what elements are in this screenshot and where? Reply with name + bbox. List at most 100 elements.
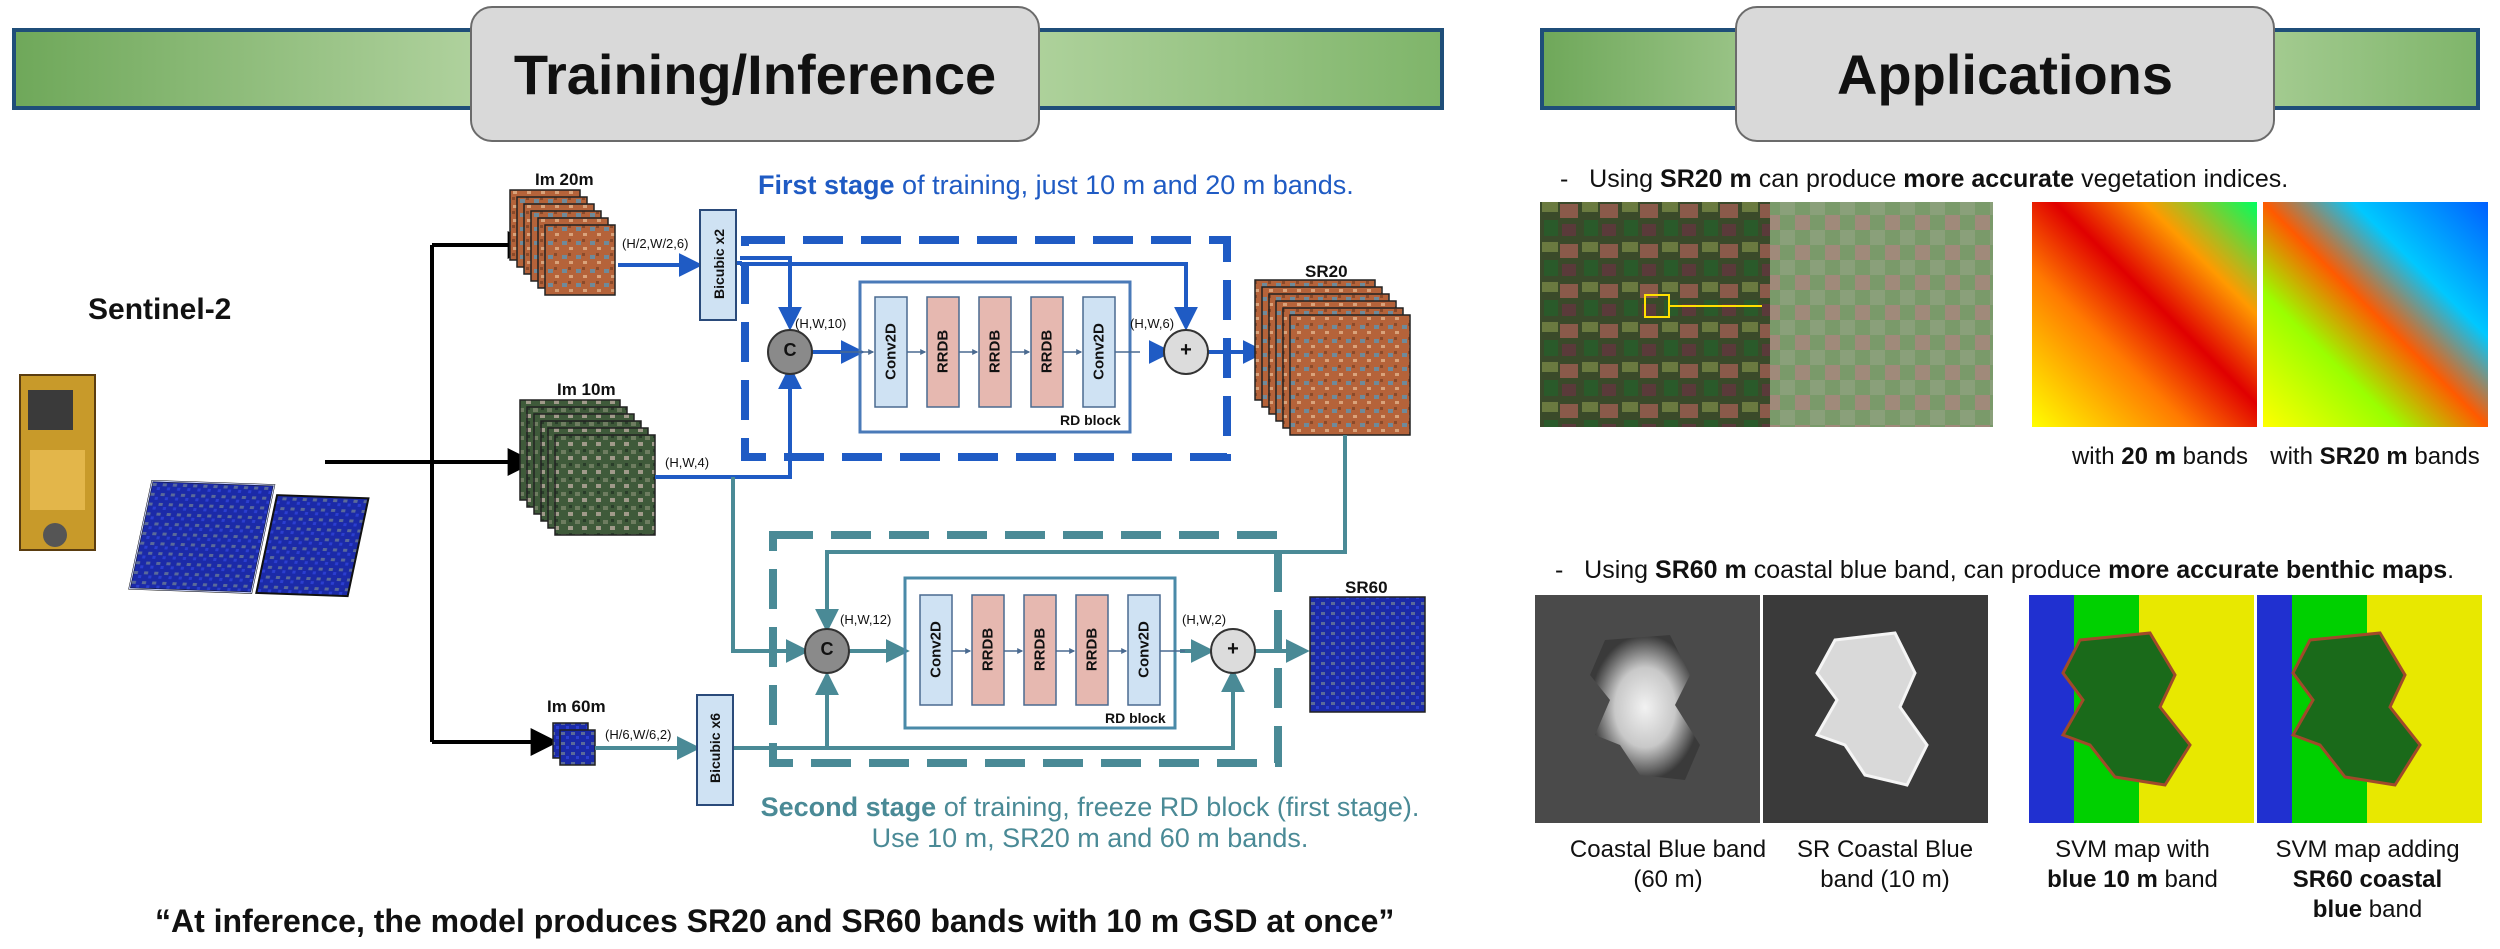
sr60-label: SR60 bbox=[1345, 578, 1388, 597]
im10-image-stack bbox=[519, 399, 656, 536]
stage1-layer-3: RRDB bbox=[986, 329, 1004, 374]
app1-dash: - bbox=[1560, 165, 1569, 193]
bicubic-x2-label: Bicubic x2 bbox=[711, 228, 727, 300]
im10-label: Im 10m bbox=[557, 380, 616, 399]
stage2-layer-2: RRDB bbox=[979, 627, 997, 672]
stage1-layer-2: RRDB bbox=[934, 329, 952, 374]
stage2-sum-node bbox=[1210, 628, 1256, 674]
im20-label: Im 20m bbox=[535, 170, 594, 189]
app2-pre: Using bbox=[1584, 556, 1656, 584]
stage2-layer-1: Conv2D bbox=[927, 621, 945, 678]
app2-cap4-line2: SR60 coastal bbox=[2255, 865, 2480, 895]
stage2-concat-node bbox=[804, 628, 850, 674]
app2-cap3-bold: blue 10 m bbox=[2047, 866, 2158, 893]
app1-cap2-post: bands bbox=[2407, 443, 2480, 470]
stage2-rd-label: RD block bbox=[1105, 710, 1166, 726]
stage2-layer-5: Conv2D bbox=[1135, 621, 1153, 678]
stage2-caption: Second stage of training, freeze RD bloc… bbox=[740, 792, 1440, 854]
app1-cap2-b: SR20 m bbox=[2319, 443, 2408, 470]
app2-cap4: SVM map adding SR60 coastal blue band bbox=[2255, 835, 2480, 925]
app2-images bbox=[1535, 595, 2482, 823]
stage1-concat-dim: (H,W,10) bbox=[795, 316, 847, 331]
stage2-rd-layers bbox=[919, 594, 1185, 706]
app2-cap3: SVM map with blue 10 m band bbox=[2020, 835, 2245, 895]
sr20-label: SR20 bbox=[1305, 262, 1348, 281]
bicubic-x2-box bbox=[699, 209, 737, 321]
stage1-layer-4: RRDB bbox=[1038, 329, 1056, 374]
stage2-caption-line2: Use 10 m, SR20 m and 60 m bands. bbox=[871, 823, 1309, 853]
stage2-caption-bold: Second stage bbox=[760, 792, 937, 822]
app1-cap1-post: bands bbox=[2176, 443, 2249, 470]
right-banner-title: Applications bbox=[1735, 6, 2275, 142]
stage2-concat-dim: (H,W,12) bbox=[840, 612, 892, 627]
stage2-sum-dim: (H,W,2) bbox=[1182, 612, 1227, 627]
stage1-sum-dim: (H,W,6) bbox=[1130, 316, 1175, 331]
stage2-rd-block-frame bbox=[903, 576, 1177, 730]
app2-cap4-rest: band bbox=[2362, 896, 2423, 923]
im60-label: Im 60m bbox=[547, 697, 606, 716]
stage2-layer-4: RRDB bbox=[1083, 627, 1101, 672]
app2-post: . bbox=[2447, 556, 2455, 584]
app1-bullet: - Using SR20 m can produce more accurate… bbox=[1560, 165, 2288, 194]
satellite-icon bbox=[19, 374, 370, 598]
stage1-layer-1: Conv2D bbox=[882, 323, 900, 380]
stage2-caption-rest: of training, freeze RD block (first stag… bbox=[936, 792, 1420, 822]
im20-image-stack bbox=[509, 189, 616, 296]
app1-cap2-pre: with bbox=[2270, 443, 2320, 470]
stage1-layer-5: Conv2D bbox=[1090, 323, 1108, 380]
app2-cap3-rest: band bbox=[2157, 866, 2218, 893]
stage2-concat-symbol: C bbox=[820, 639, 834, 659]
stage1-dashed-box bbox=[741, 236, 1231, 461]
dim20-label: (H/2,W/2,6) bbox=[622, 236, 689, 251]
app1-b1: SR20 m bbox=[1660, 165, 1752, 193]
app2-b2: more accurate benthic maps bbox=[2108, 556, 2448, 584]
stage2-sum-symbol: + bbox=[1227, 638, 1239, 660]
stage1-caption-bold: First stage bbox=[758, 170, 895, 200]
app1-images bbox=[1540, 202, 2488, 427]
stage1-rd-label: RD block bbox=[1060, 412, 1121, 428]
stage1-concat-node bbox=[767, 329, 813, 375]
bicubic-x6-label: Bicubic x6 bbox=[707, 712, 723, 784]
left-banner-title: Training/Inference bbox=[470, 6, 1040, 142]
inference-quote: “At inference, the model produces SR20 a… bbox=[155, 903, 1395, 939]
im60-image-stack bbox=[552, 722, 596, 766]
input-split-lines bbox=[325, 231, 559, 756]
stage1-sum-node bbox=[1163, 329, 1209, 375]
app1-post: vegetation indices. bbox=[2074, 165, 2289, 193]
sr20-image-stack bbox=[1254, 279, 1411, 436]
stage1-concat-symbol: C bbox=[783, 340, 797, 360]
stage2-connectors bbox=[595, 435, 1347, 760]
app1-b2: more accurate bbox=[1903, 165, 2075, 193]
sr60-image bbox=[1309, 596, 1426, 713]
app2-mid: coastal blue band, can produce bbox=[1746, 556, 2109, 584]
app2-dash: - bbox=[1555, 556, 1564, 584]
app2-cap2-line1: SR Coastal Blue bbox=[1796, 836, 1974, 863]
app2-cap1-line1: Coastal Blue band bbox=[1569, 836, 1767, 863]
stage1-caption-rest: of training, just 10 m and 20 m bands. bbox=[894, 170, 1354, 200]
app1-cap2: with SR20 m bands bbox=[2260, 442, 2490, 472]
app2-cap1: Coastal Blue band (60 m) bbox=[1548, 835, 1788, 895]
dim10-label: (H,W,4) bbox=[665, 455, 710, 470]
stage1-caption: First stage of training, just 10 m and 2… bbox=[758, 170, 1354, 201]
app2-cap3-line2: blue 10 m band bbox=[2020, 865, 2245, 895]
architecture-diagram bbox=[19, 189, 1426, 806]
app1-pre: Using bbox=[1589, 165, 1661, 193]
stage1-sum-symbol: + bbox=[1180, 339, 1192, 361]
app1-cap1-b: 20 m bbox=[2121, 443, 2176, 470]
stage1-rd-block-frame bbox=[858, 280, 1132, 434]
stage1-rd-layers bbox=[840, 296, 1140, 408]
app2-bullet: - Using SR60 m coastal blue band, can pr… bbox=[1555, 556, 2454, 585]
app2-b1: SR60 m bbox=[1655, 556, 1747, 584]
app1-cap1: with 20 m bands bbox=[2050, 442, 2270, 472]
app1-cap1-pre: with bbox=[2071, 443, 2122, 470]
satellite-label: Sentinel-2 bbox=[88, 293, 232, 326]
stage1-connectors bbox=[618, 230, 1267, 479]
bicubic-x6-box bbox=[696, 694, 734, 806]
app2-cap4-line1: SVM map adding bbox=[2275, 836, 2460, 863]
app2-cap4-line3: blue band bbox=[2255, 895, 2480, 925]
app1-mid: can produce bbox=[1751, 165, 1904, 193]
app2-cap3-line1: SVM map with bbox=[2055, 836, 2210, 863]
app2-cap2: SR Coastal Blue band (10 m) bbox=[1765, 835, 2005, 895]
app2-cap2-line2: band (10 m) bbox=[1820, 866, 1950, 893]
app2-cap1-line2: (60 m) bbox=[1633, 866, 1703, 893]
